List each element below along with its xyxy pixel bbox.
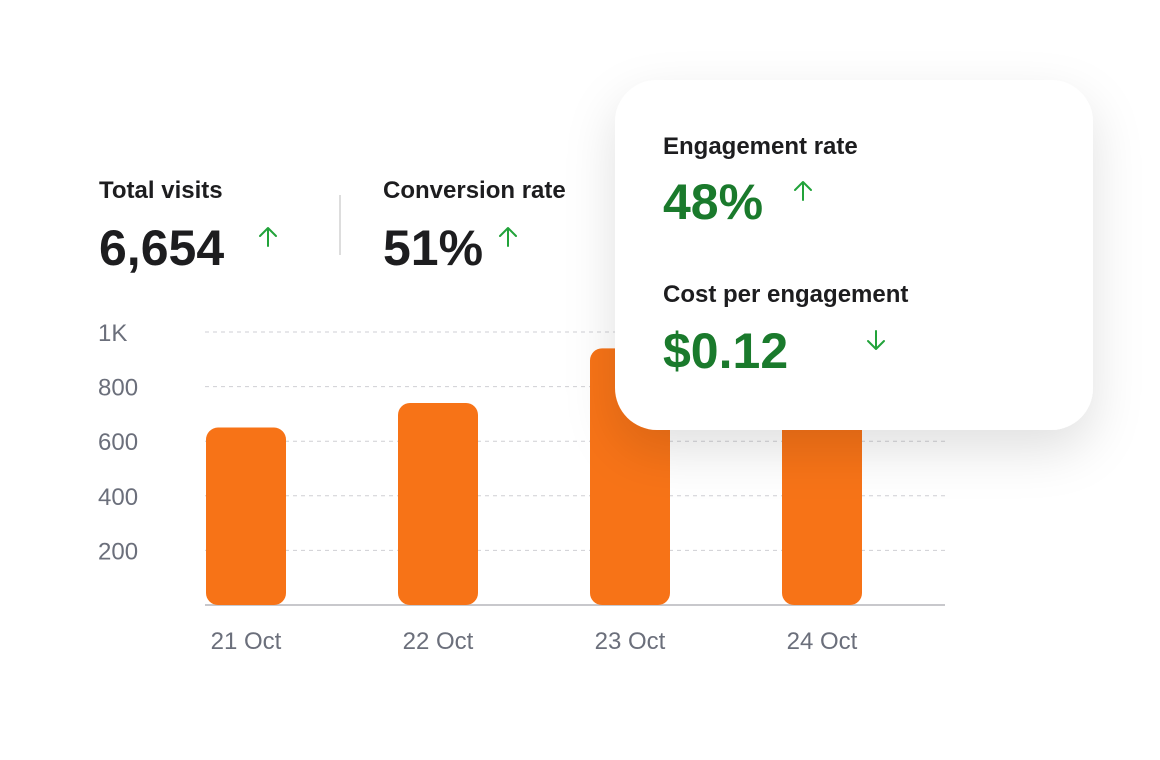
y-tick-label: 1K	[98, 320, 127, 347]
card-value: $0.12	[663, 323, 788, 379]
x-tick-label: 24 Oct	[787, 628, 858, 655]
y-tick-label: 600	[98, 429, 138, 456]
x-tick-label: 23 Oct	[595, 628, 666, 655]
y-tick-label: 400	[98, 484, 138, 511]
bar	[206, 427, 286, 605]
card-bg	[615, 80, 1093, 430]
stat-value: 6,654	[99, 220, 224, 276]
bar-chart: 1K 800 600 400 200 21 Oct 22 Oct 23 Oct 24 Oct	[98, 320, 945, 655]
bar	[398, 402, 478, 605]
up-arrow	[499, 227, 517, 247]
x-tick-label: 21 Oct	[211, 628, 282, 655]
y-tick-label: 200	[98, 538, 138, 565]
y-tick-label: 800	[98, 375, 138, 402]
card-label: Engagement rate	[663, 133, 858, 160]
card-label: Cost per engagement	[663, 281, 908, 308]
down-arrow	[867, 330, 885, 350]
up-arrow	[259, 227, 277, 247]
metric-card: Engagement rate 48% Cost per engagement …	[615, 80, 1093, 430]
stat-label: Total visits	[99, 177, 223, 204]
card-value: 48%	[663, 174, 763, 230]
x-tick-label: 22 Oct	[403, 628, 474, 655]
stat-value: 51%	[383, 220, 483, 276]
stat-label: Conversion rate	[383, 177, 566, 204]
up-arrow	[794, 181, 812, 201]
